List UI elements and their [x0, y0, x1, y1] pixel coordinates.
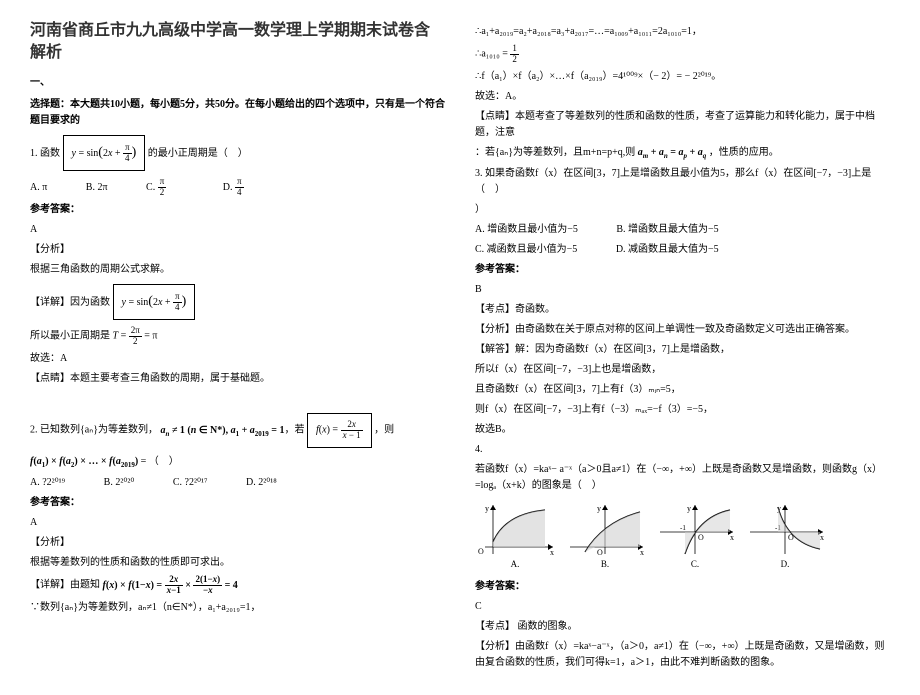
svg-text:x: x	[640, 548, 644, 557]
left-column: 河南省商丘市九九高级中学高一数学理上学期期末试卷含解析 一、 选择题：本大题共1…	[30, 20, 445, 675]
right-column: ∴a₁+a₂₀₁₉=a₂+a₂₀₁₈=a₃+a₂₀₁₇=…=a₁₀₀₉+a₁₀₁…	[475, 20, 890, 675]
q1-formula-box: y = sin(2x + π4)	[63, 135, 146, 171]
q3-hence: 故选B。	[475, 422, 890, 438]
q1-ans-label: 参考答案：	[30, 202, 445, 218]
c2-comment: 【点睛】本题考查了等差数列的性质和函数的性质，考查了运算能力和转化能力，属于中档…	[475, 109, 890, 141]
graph-a: O x y A.	[475, 502, 555, 571]
graph-d-svg: -1 O x y	[745, 502, 825, 557]
q2-analysis-label: 【分析】	[30, 535, 445, 551]
q2-ans: A	[30, 515, 445, 531]
c2-line3: ∴f（a₁）×f（a₂）×…×f（a₂₀₁₉）=4¹⁰⁰⁹×（− 2）= − 2…	[475, 69, 890, 85]
q4-stem: 若函数f（x）=kaˣ− a⁻ˣ（a＞0且a≠1）在（−∞，+∞）上既是奇函数又…	[475, 462, 890, 494]
q2-product: f(a1) × f(a2) × … × f(a2019) = （ ）	[30, 454, 445, 471]
c2-line1: ∴a₁+a₂₀₁₉=a₂+a₂₀₁₈=a₃+a₂₀₁₇=…=a₁₀₀₉+a₁₀₁…	[475, 24, 890, 40]
q1-ans: A	[30, 222, 445, 238]
graph-c: O x y -1 C.	[655, 502, 735, 571]
svg-text:O: O	[698, 533, 704, 542]
svg-text:x: x	[820, 533, 824, 542]
svg-text:y: y	[597, 504, 601, 513]
q3-options-row1: A. 增函数且最小值为−5 B. 增函数且最大值为−5	[475, 222, 890, 238]
q3-ans-label: 参考答案：	[475, 262, 890, 278]
q1-analysis-label: 【分析】	[30, 242, 445, 258]
graph-a-svg: O x y	[475, 502, 555, 557]
svg-text:x: x	[730, 533, 734, 542]
c2-line2: ∴a₁₀₁₀ = 12	[475, 44, 890, 65]
graph-b: O x y B.	[565, 502, 645, 571]
q2-options: A. ?2²⁰¹⁹ B. 2²⁰²⁰ C. ?2²⁰¹⁷ D. 2²⁰¹⁸	[30, 475, 445, 491]
q1-period: 所以最小正周期是 T = 2π2 = π	[30, 326, 445, 347]
q3-solve: 【解答】解：因为奇函数f（x）在区间[3，7]上是增函数，	[475, 342, 890, 358]
q1-analysis: 根据三角函数的周期公式求解。	[30, 262, 445, 278]
svg-text:y: y	[485, 504, 489, 513]
svg-text:y: y	[687, 504, 691, 513]
q3-solve3: 则f（x）在区间[−7，−3]上有f（−3）ₘₐₓ=−f（3）=−5，	[475, 402, 890, 418]
graph-b-svg: O x y	[565, 502, 645, 557]
q2-stem: 2. 已知数列{aₙ}为等差数列， an ≠ 1 (n ∈ N*), a1 + …	[30, 411, 445, 450]
q1-hence: 故选：A	[30, 351, 445, 367]
q2-analysis: 根据等差数列的性质和函数的性质即可求出。	[30, 555, 445, 571]
graph-c-svg: O x y -1	[655, 502, 735, 557]
q4-graphs: O x y A. O x y B.	[475, 502, 890, 571]
section-1-head: 一、	[30, 75, 445, 91]
q3-options-row2: C. 减函数且最小值为−5 D. 减函数且最大值为−5	[475, 242, 890, 258]
q1-options: A. π B. 2π C. π2 D. π4	[30, 177, 445, 198]
q1-stem: 1. 函数 y = sin(2x + π4) 的最小正周期是（ ）	[30, 133, 445, 173]
q3-analysis: 【分析】由奇函数在关于原点对称的区间上单调性一致及奇函数定义可选出正确答案。	[475, 322, 890, 338]
q3-stem: 3. 如果奇函数f（x）在区间[3，7]上是增函数且最小值为5，那么f（x）在区…	[475, 166, 890, 198]
section-1-desc: 选择题：本大题共10小题，每小题5分，共50分。在每小题给出的四个选项中，只有是…	[30, 97, 445, 129]
svg-text:O: O	[478, 547, 484, 556]
q2-ans-label: 参考答案：	[30, 495, 445, 511]
q3-blank: ）	[475, 202, 890, 218]
q3-solve2: 且奇函数f（x）在区间[3，7]上有f（3）ₘᵢₙ=5，	[475, 382, 890, 398]
q1-detail: 【详解】因为函数 y = sin(2x + π4)	[30, 282, 445, 322]
c2-note: ：若{aₙ}为等差数列，且m+n=p+q,则 am + an = ap + aq…	[475, 145, 890, 162]
q2-detail: 【详解】由题知 f(x) × f(1−x) = 2xx−1 × 2(1−x)−x…	[30, 575, 445, 596]
c2-hence: 故选：A。	[475, 89, 890, 105]
doc-title: 河南省商丘市九九高级中学高一数学理上学期期末试卷含解析	[30, 20, 445, 65]
q4-ans-label: 参考答案：	[475, 579, 890, 595]
q3-ans: B	[475, 282, 890, 298]
svg-text:-1: -1	[680, 524, 686, 532]
q3-solve1: 所以f（x）在区间[−7，−3]上也是增函数，	[475, 362, 890, 378]
graph-d: -1 O x y D.	[745, 502, 825, 571]
q1-comment: 【点睛】本题主要考查三角函数的周期，属于基础题。	[30, 371, 445, 387]
q4-kpt: 【考点】 函数的图象。	[475, 619, 890, 635]
q1-formula-box-2: y = sin(2x + π4)	[113, 284, 196, 320]
q4-ans: C	[475, 599, 890, 615]
svg-text:O: O	[597, 548, 603, 557]
q4-analysis: 【分析】由函数f（x）=kaˣ−a⁻ˣ，（a＞0，a≠1）在（−∞，+∞）上既是…	[475, 639, 890, 671]
q2-seq-line: ∵数列{aₙ}为等差数列，aₙ≠1（n∈N*），a₁+a₂₀₁₉=1，	[30, 600, 445, 616]
q2-fx-box: f(x) = 2xx − 1	[307, 413, 372, 448]
q3-kpt: 【考点】奇函数。	[475, 302, 890, 318]
q4-num: 4.	[475, 442, 890, 458]
svg-text:x: x	[550, 548, 554, 557]
